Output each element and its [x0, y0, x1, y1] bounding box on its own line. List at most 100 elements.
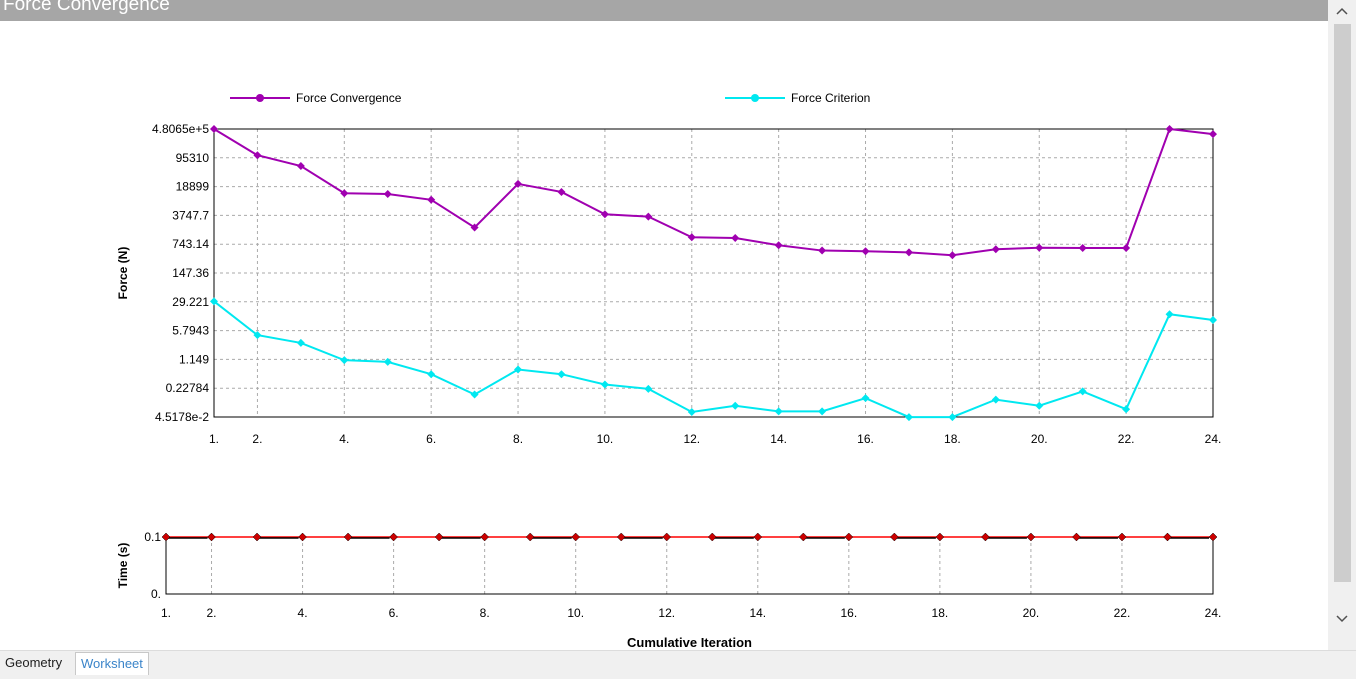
x-tick-label: 22. — [1114, 606, 1131, 620]
x-tick-label: 8. — [480, 606, 490, 620]
tab-geometry[interactable]: Geometry — [5, 655, 63, 670]
x-tick-label: 20. — [1031, 432, 1048, 446]
x-tick-label: 4. — [339, 432, 349, 446]
y-tick-label: 5.7943 — [172, 324, 209, 338]
chevron-down-icon — [1336, 615, 1348, 623]
data-point — [687, 407, 696, 416]
legend-marker — [751, 94, 759, 102]
data-point — [1165, 310, 1174, 319]
data-point — [427, 195, 436, 204]
y-tick-label: 743.14 — [172, 237, 209, 251]
data-point — [207, 532, 216, 542]
data-point — [904, 248, 913, 257]
series-line — [213, 127, 1214, 257]
data-point — [480, 532, 490, 542]
scroll-up-button[interactable] — [1328, 0, 1356, 22]
data-point — [1122, 244, 1131, 253]
data-point — [861, 247, 870, 256]
tab-bar: Geometry Worksheet — [0, 650, 1356, 679]
y-tick-label: 4.5178e-2 — [155, 410, 209, 424]
x-tick-label: 14. — [749, 606, 766, 620]
data-point — [514, 179, 523, 188]
data-point — [557, 187, 566, 196]
data-point — [343, 532, 353, 542]
data-point — [644, 212, 653, 221]
data-point — [296, 162, 305, 171]
x-tick-label: 16. — [857, 432, 874, 446]
data-point — [600, 380, 609, 389]
data-point — [644, 384, 653, 393]
y-tick-label: 3747.7 — [172, 208, 209, 222]
data-point — [731, 234, 740, 243]
x-tick-label: 10. — [567, 606, 584, 620]
x-tick-label: 1. — [209, 432, 219, 446]
data-point — [707, 532, 717, 542]
data-point — [514, 365, 523, 374]
data-point — [1078, 244, 1087, 253]
data-point — [1165, 125, 1174, 133]
data-point — [1122, 405, 1131, 414]
x-tick-label: 2. — [207, 606, 217, 620]
data-point — [1035, 243, 1044, 252]
y-tick-label: 1.149 — [179, 352, 209, 366]
x-tick-label: 24. — [1205, 432, 1222, 446]
y-tick-label: 95310 — [176, 151, 210, 165]
x-tick-label: 6. — [389, 606, 399, 620]
data-point — [991, 395, 1000, 404]
x-tick-label: 4. — [298, 606, 308, 620]
data-point — [1208, 532, 1218, 542]
data-point — [861, 394, 870, 403]
x-tick-label: 14. — [770, 432, 787, 446]
vertical-scrollbar[interactable] — [1328, 0, 1356, 650]
data-point — [210, 125, 218, 133]
y-axis-title: Time (s) — [116, 543, 130, 589]
data-point — [662, 532, 672, 542]
data-point — [1163, 532, 1172, 542]
data-point — [389, 532, 398, 542]
y-tick-label: 29.221 — [172, 295, 209, 309]
data-point — [557, 370, 566, 379]
window-title-bar: Force Convergence — [0, 0, 1328, 21]
x-tick-label: 18. — [932, 606, 949, 620]
data-point — [1117, 532, 1127, 542]
x-tick-label: 22. — [1118, 432, 1135, 446]
x-tick-label: 8. — [513, 432, 523, 446]
data-point — [298, 532, 307, 542]
data-point — [1209, 316, 1217, 325]
scrollbar-thumb[interactable] — [1334, 24, 1351, 582]
x-tick-label: 10. — [597, 432, 614, 446]
data-point — [571, 532, 581, 542]
x-tick-label: 12. — [658, 606, 675, 620]
tab-worksheet[interactable]: Worksheet — [75, 652, 149, 675]
data-point — [616, 532, 626, 542]
plot-frame — [213, 128, 1214, 418]
y-tick-label: 0. — [151, 587, 161, 601]
data-point — [687, 233, 696, 242]
y-tick-label: 0.22784 — [166, 381, 210, 395]
data-point — [1209, 130, 1217, 139]
data-point — [1072, 532, 1081, 542]
y-tick-label: 147.36 — [172, 266, 209, 280]
chevron-up-icon — [1336, 7, 1348, 15]
data-point — [731, 401, 740, 410]
x-axis-title: Cumulative Iteration — [627, 635, 752, 650]
data-point — [981, 532, 990, 542]
data-point — [844, 532, 854, 542]
data-point — [991, 245, 1000, 254]
scroll-down-button[interactable] — [1328, 605, 1356, 633]
legend-marker — [256, 94, 264, 102]
data-point — [383, 357, 392, 366]
data-point — [434, 532, 444, 542]
data-point — [252, 532, 262, 542]
convergence-chart-area: 1. 2. 4. 6. 8. 10. 12. 14. 16. 18. 20. 22. 24. 4.8065… — [116, 91, 1222, 650]
data-point — [948, 251, 957, 260]
data-point — [600, 210, 609, 219]
data-point — [470, 390, 479, 399]
data-point — [210, 297, 218, 306]
data-point — [798, 532, 808, 542]
x-tick-label: 24. — [1205, 606, 1222, 620]
y-axis-title: Force (N) — [116, 247, 130, 300]
x-tick-label: 6. — [426, 432, 436, 446]
x-tick-label: 12. — [683, 432, 700, 446]
data-point — [470, 223, 479, 232]
